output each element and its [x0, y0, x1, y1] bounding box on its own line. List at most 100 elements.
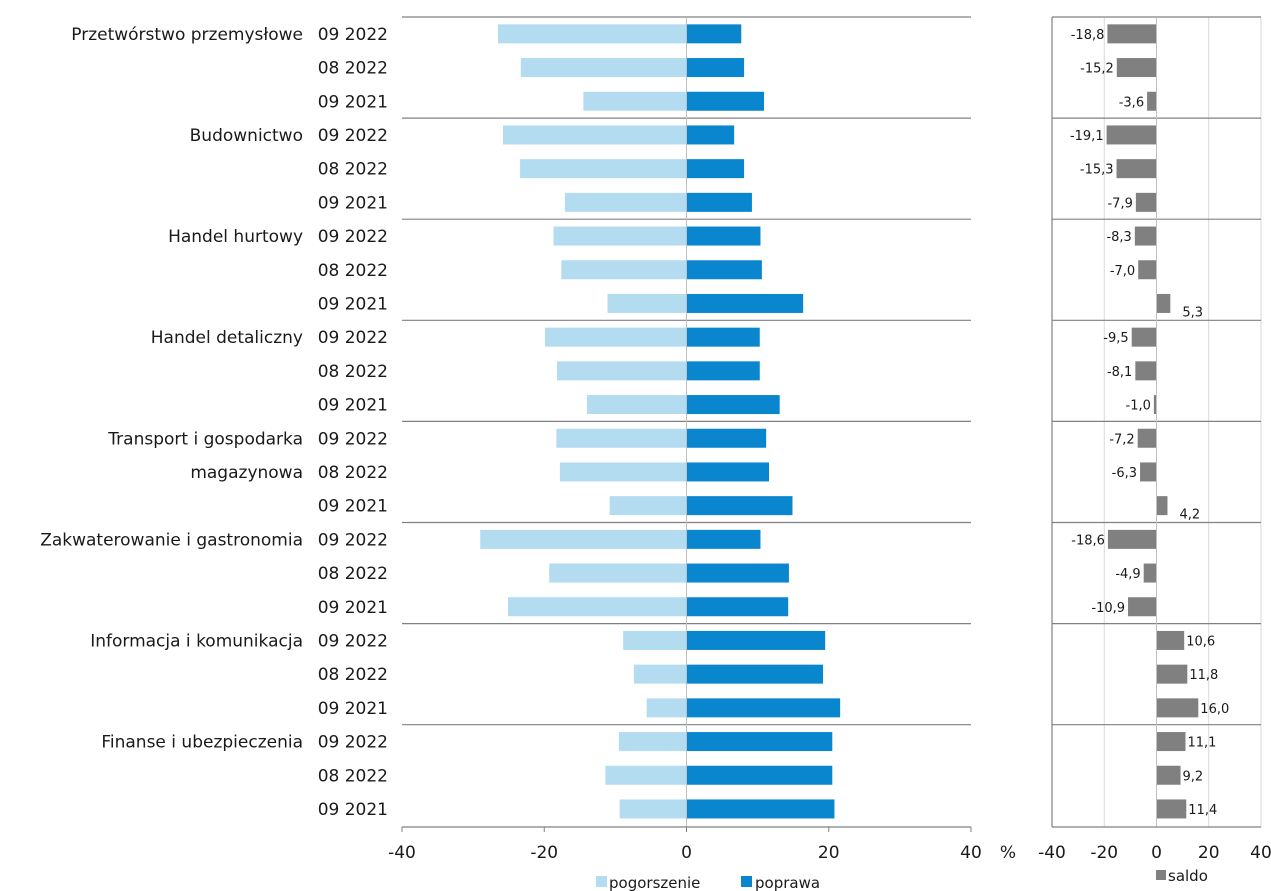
bar-poprawa	[686, 361, 760, 381]
saldo-value-label: 16,0	[1200, 702, 1229, 717]
bar-pogorszenie	[583, 91, 687, 111]
bar-saldo	[1138, 260, 1157, 280]
saldo-value-label: -18,6	[1071, 533, 1105, 548]
saldo-value-label: -8,1	[1107, 365, 1132, 380]
period-label: 08 2022	[318, 160, 388, 180]
bar-pogorszenie	[498, 24, 687, 44]
bar-poprawa	[686, 799, 835, 819]
bar-saldo	[1116, 58, 1157, 78]
period-label: 09 2022	[318, 25, 388, 45]
period-label: 09 2022	[318, 429, 388, 449]
saldo-value-label: -18,8	[1071, 28, 1105, 43]
bar-saldo	[1134, 226, 1157, 246]
bar-saldo	[1107, 529, 1157, 549]
legend-label-poprawa: poprawa	[755, 874, 820, 891]
bar-poprawa	[686, 597, 789, 617]
bar-saldo	[1106, 125, 1157, 145]
bar-saldo	[1140, 462, 1157, 482]
bar-poprawa	[686, 293, 804, 313]
period-label: 09 2022	[318, 126, 388, 146]
period-label: 08 2022	[318, 362, 388, 382]
period-label: 09 2022	[318, 631, 388, 651]
period-label: 08 2022	[318, 59, 388, 79]
saldo-value-label: -15,3	[1080, 163, 1114, 178]
sector-label: Zakwaterowanie i gastronomia	[40, 530, 303, 550]
bar-saldo	[1156, 698, 1199, 718]
bar-saldo	[1156, 496, 1168, 516]
bar-pogorszenie	[561, 260, 687, 280]
sector-label: Finanse i ubezpieczenia	[101, 733, 303, 753]
sector-label: Informacja i komunikacja	[90, 631, 303, 651]
bar-poprawa	[686, 462, 770, 482]
period-label: 08 2022	[318, 665, 388, 685]
period-label: 08 2022	[318, 564, 388, 584]
x-tick-label: 40	[960, 843, 982, 863]
period-label: 08 2022	[318, 766, 388, 786]
bar-poprawa	[686, 630, 826, 650]
saldo-value-label: 11,1	[1187, 736, 1216, 751]
bar-poprawa	[686, 563, 789, 583]
bar-pogorszenie	[549, 563, 687, 583]
bar-pogorszenie	[633, 664, 687, 684]
bar-saldo	[1107, 24, 1157, 44]
saldo-value-label: -3,6	[1119, 95, 1144, 110]
bar-saldo	[1147, 91, 1157, 111]
bar-poprawa	[686, 58, 745, 78]
bar-saldo	[1156, 765, 1181, 785]
x-tick-label: 0	[681, 843, 692, 863]
saldo-value-label: 4,2	[1179, 508, 1200, 523]
period-label: 09 2022	[318, 733, 388, 753]
period-label: 08 2022	[318, 463, 388, 483]
period-label: 09 2021	[318, 396, 388, 416]
period-label: 09 2022	[318, 227, 388, 247]
saldo-value-label: -7,9	[1107, 196, 1132, 211]
sector-label: Przetwórstwo przemysłowe	[71, 25, 303, 45]
sector-label: Handel detaliczny	[151, 328, 303, 348]
saldo-value-label: -4,9	[1115, 567, 1140, 582]
x-axis-unit: %	[1000, 843, 1016, 863]
bar-pogorszenie	[623, 630, 687, 650]
saldo-value-label: -7,2	[1109, 432, 1134, 447]
saldo-x-tick-label: 20	[1198, 843, 1220, 863]
legend-label-pogorszenie: pogorszenie	[609, 874, 700, 891]
bar-saldo	[1135, 192, 1157, 212]
bar-poprawa	[686, 765, 833, 785]
bar-pogorszenie	[553, 226, 687, 246]
saldo-value-label: 9,2	[1183, 769, 1204, 784]
saldo-value-label: 11,4	[1188, 803, 1217, 818]
bar-saldo	[1131, 327, 1157, 347]
bar-pogorszenie	[520, 58, 687, 78]
sector-label: Handel hurtowy	[168, 227, 303, 247]
legend-swatch-poprawa	[741, 876, 752, 887]
saldo-value-label: 10,6	[1186, 634, 1215, 649]
bar-saldo	[1135, 361, 1157, 381]
bar-poprawa	[686, 192, 752, 212]
bar-poprawa	[686, 24, 742, 44]
bar-pogorszenie	[507, 597, 687, 617]
bar-saldo	[1137, 428, 1157, 448]
x-tick-label: 20	[818, 843, 840, 863]
x-tick-label: -20	[530, 843, 558, 863]
bar-pogorszenie	[520, 159, 687, 179]
bar-poprawa	[686, 428, 767, 448]
legend-swatch-saldo	[1156, 870, 1166, 880]
bar-poprawa	[686, 91, 765, 111]
sector-label: magazynowa	[190, 463, 303, 483]
period-label: 09 2021	[318, 699, 388, 719]
bar-saldo	[1156, 799, 1187, 819]
bar-pogorszenie	[556, 428, 687, 448]
bar-pogorszenie	[618, 732, 687, 752]
bar-pogorszenie	[564, 192, 687, 212]
period-label: 09 2021	[318, 193, 388, 213]
saldo-x-tick-label: 0	[1151, 843, 1162, 863]
saldo-value-label: -10,9	[1091, 601, 1125, 616]
saldo-value-label: -8,3	[1106, 230, 1131, 245]
sector-label: Transport i gospodarka	[107, 429, 303, 449]
bar-poprawa	[686, 496, 793, 516]
saldo-value-label: -15,2	[1080, 62, 1114, 77]
bar-saldo	[1156, 630, 1185, 650]
period-label: 09 2021	[318, 800, 388, 820]
bar-poprawa	[686, 664, 824, 684]
bar-saldo	[1156, 732, 1186, 752]
period-label: 09 2021	[318, 598, 388, 618]
